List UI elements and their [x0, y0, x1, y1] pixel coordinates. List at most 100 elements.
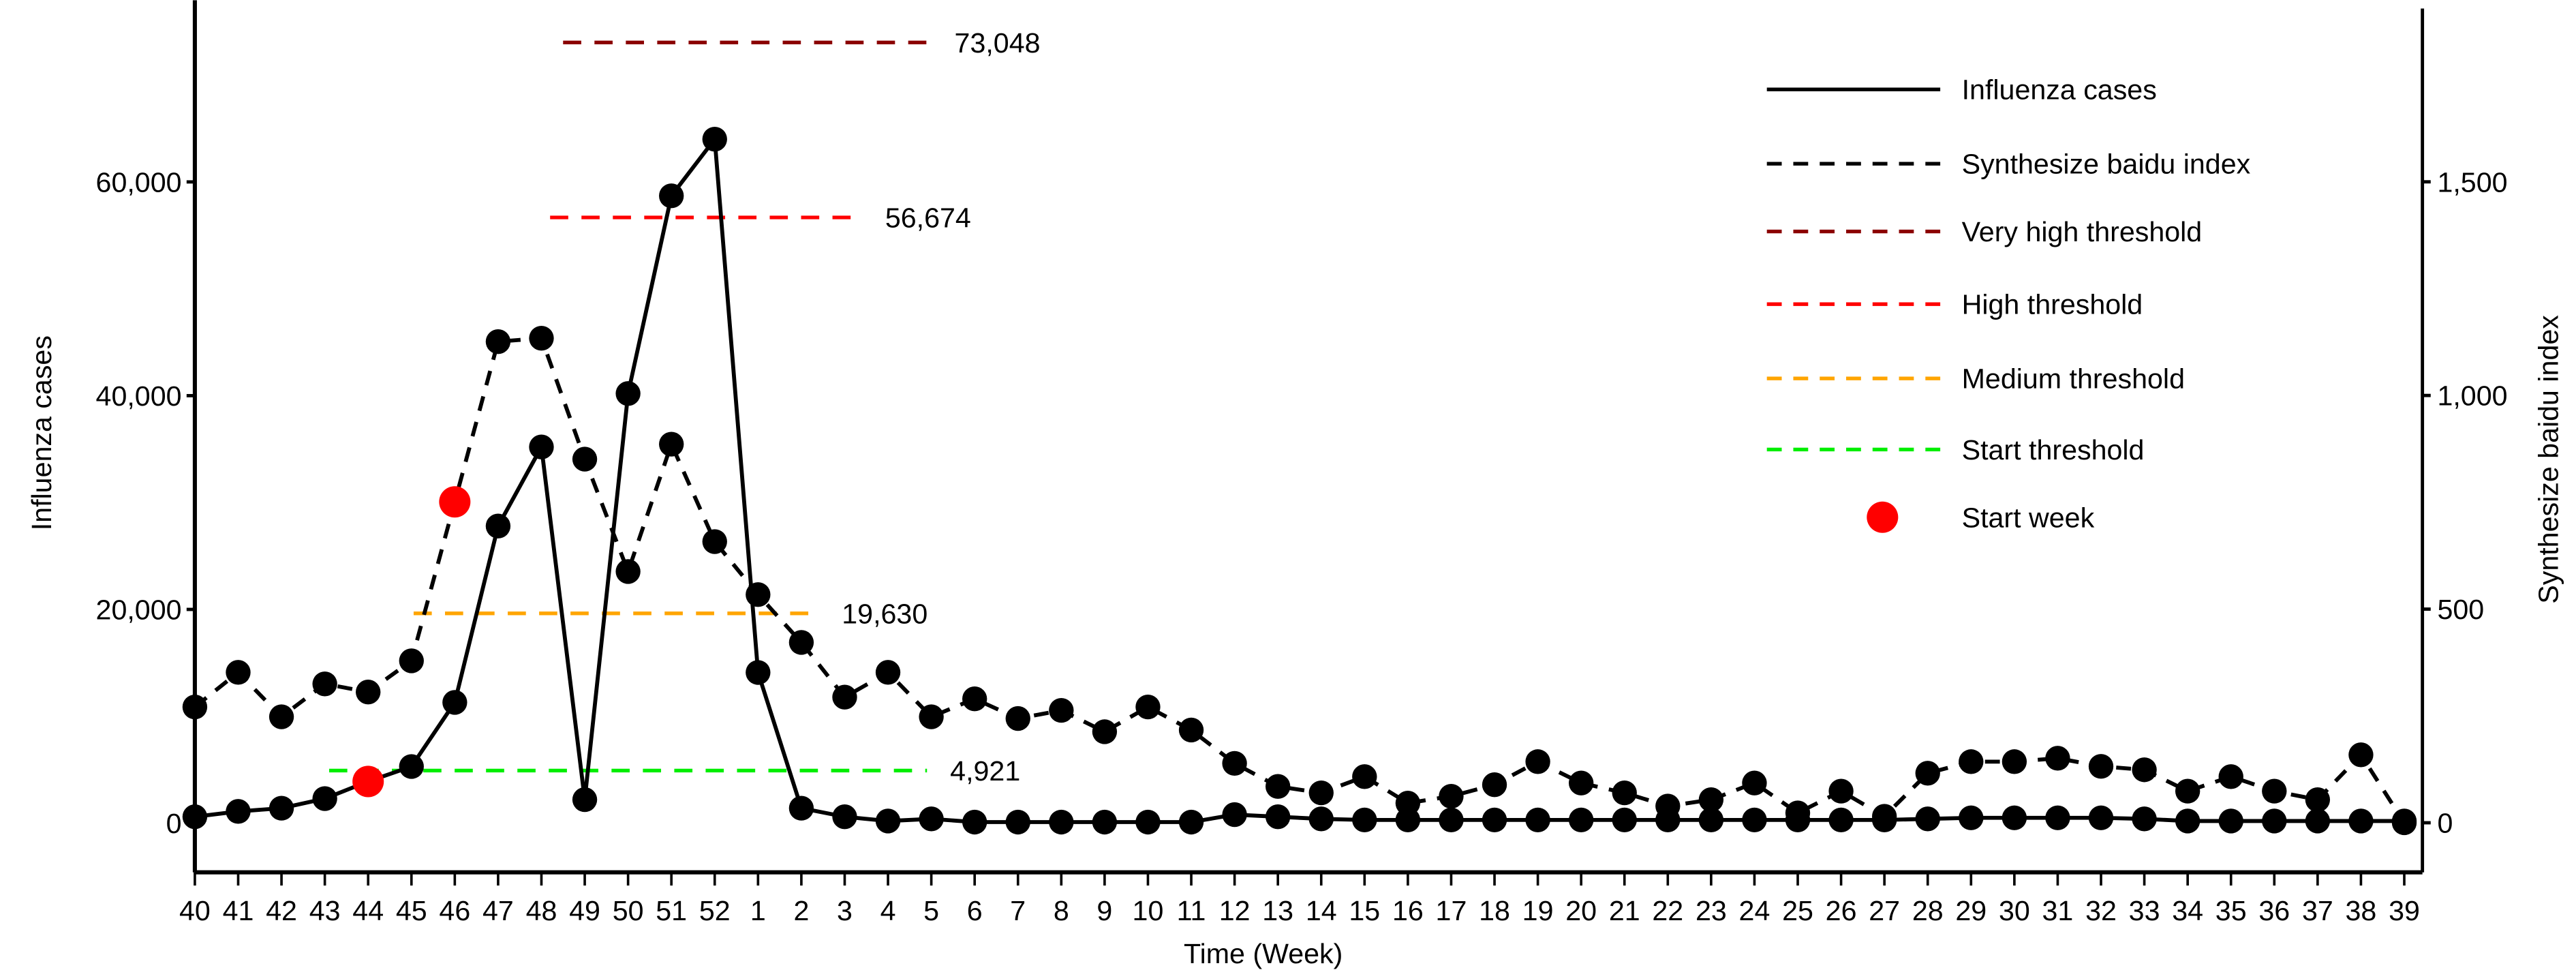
cases-point — [485, 513, 511, 539]
x-tick-label: 23 — [1696, 895, 1727, 926]
threshold-label: 56,674 — [885, 202, 971, 234]
series — [182, 126, 2417, 836]
cases-point — [1049, 809, 1074, 835]
cases-point — [399, 754, 424, 779]
x-tick-label: 32 — [2085, 895, 2117, 926]
x-tick-label: 16 — [1392, 895, 1424, 926]
cases-point — [2045, 805, 2070, 830]
baidu-index-point — [1222, 751, 1247, 776]
y2-tick-label: 1,000 — [2437, 380, 2507, 412]
cases-point — [875, 808, 901, 834]
baidu-index-point — [529, 325, 554, 351]
cases-point — [1482, 807, 1507, 833]
baidu-index-point — [659, 431, 684, 457]
thresholds: 73,048 56,674 19,630 4,921 — [328, 27, 1041, 787]
x-tick-label: 22 — [1652, 895, 1683, 926]
x-tick-label: 6 — [967, 895, 983, 926]
x-tick-label: 33 — [2129, 895, 2160, 926]
cases-point — [1439, 807, 1464, 833]
cases-point — [2132, 806, 2157, 832]
baidu-index-point — [919, 704, 944, 729]
legend-label: Medium threshold — [1962, 363, 2185, 395]
cases-point — [1222, 802, 1247, 828]
x-tick-label: 25 — [1782, 895, 1813, 926]
x-tick-label: 19 — [1522, 895, 1554, 926]
baidu-index-point — [1655, 793, 1681, 819]
x-tick-label: 2 — [793, 895, 809, 926]
baidu-index-point — [1871, 804, 1897, 829]
x-tick-label: 20 — [1565, 895, 1597, 926]
cases-point — [312, 786, 337, 811]
cases-point — [1092, 809, 1118, 835]
baidu-index-point — [1266, 774, 1291, 799]
baidu-index-point — [1915, 761, 1940, 786]
threshold-label: 19,630 — [842, 598, 927, 629]
cases-point — [1828, 807, 1854, 833]
baidu-index-point — [702, 529, 727, 554]
legend-label: Influenza cases — [1962, 74, 2157, 106]
baidu-index-point — [1525, 749, 1550, 774]
start-week-point — [439, 486, 471, 518]
x-tick-label: 13 — [1262, 895, 1293, 926]
cases-point — [1005, 809, 1030, 835]
cases-point — [615, 381, 641, 406]
x-tick-label: 9 — [1097, 895, 1112, 926]
cases-point — [2348, 808, 2374, 834]
baidu-index-point — [1439, 783, 1464, 809]
x-tick-label: 24 — [1739, 895, 1770, 926]
cases-point — [269, 795, 294, 821]
baidu-index-point — [572, 446, 598, 472]
x-tick-label: 3 — [837, 895, 853, 926]
y-tick-label: 0 — [166, 808, 182, 839]
legend-label: Synthesize baidu index — [1962, 149, 2251, 180]
cases-point — [442, 690, 467, 715]
y-tick-label: 20,000 — [96, 594, 182, 626]
cases-point — [919, 806, 944, 832]
baidu-index-point — [1178, 717, 1204, 743]
baidu-index-point — [2391, 810, 2417, 836]
cases-point — [1135, 809, 1161, 835]
cases-point — [1352, 807, 1377, 833]
x-tick-label: 49 — [569, 895, 600, 926]
y2-tick-label: 500 — [2437, 594, 2484, 625]
legend-label: High threshold — [1962, 289, 2143, 320]
x-tick-label: 4 — [880, 895, 896, 926]
start-week-point — [352, 766, 384, 798]
cases-point — [659, 183, 684, 209]
y-axis-label: Influenza cases — [26, 335, 57, 530]
cases-point — [2262, 808, 2287, 834]
y2-tick-label: 1,500 — [2437, 166, 2507, 198]
x-tick-label: 36 — [2258, 895, 2290, 926]
baidu-index-point — [1395, 790, 1421, 816]
x-tick-label: 5 — [923, 895, 939, 926]
x-tick-label: 27 — [1869, 895, 1900, 926]
x-tick-label: 15 — [1349, 895, 1380, 926]
x-tick-label: 37 — [2302, 895, 2333, 926]
cases-point — [1959, 805, 1984, 830]
legend-label: Very high threshold — [1962, 216, 2203, 247]
baidu-index-point — [2348, 742, 2374, 768]
baidu-index-point — [312, 671, 337, 697]
cases-point — [2175, 808, 2201, 834]
legend-label: Start week — [1962, 502, 2095, 533]
x-tick-label: 52 — [699, 895, 731, 926]
baidu-index-point — [615, 559, 641, 584]
baidu-index-point — [2218, 764, 2243, 789]
baidu-index-point — [1482, 772, 1507, 798]
x-tick-label: 21 — [1609, 895, 1640, 926]
cases-point — [1698, 807, 1724, 833]
baidu-index-point — [962, 686, 987, 712]
baidu-index-point — [1698, 787, 1724, 813]
x-tick-label: 11 — [1177, 895, 1206, 926]
y-tick-label: 40,000 — [96, 380, 182, 412]
legend-marker — [1867, 501, 1899, 533]
cases-point — [1612, 807, 1637, 833]
x-tick-label: 28 — [1912, 895, 1944, 926]
cases-point — [1525, 807, 1550, 833]
baidu-index-point — [1308, 780, 1334, 806]
threshold-label: 4,921 — [950, 755, 1020, 787]
x-tick-label: 30 — [1999, 895, 2030, 926]
x-tick-label: 38 — [2346, 895, 2377, 926]
cases-point — [746, 660, 771, 685]
